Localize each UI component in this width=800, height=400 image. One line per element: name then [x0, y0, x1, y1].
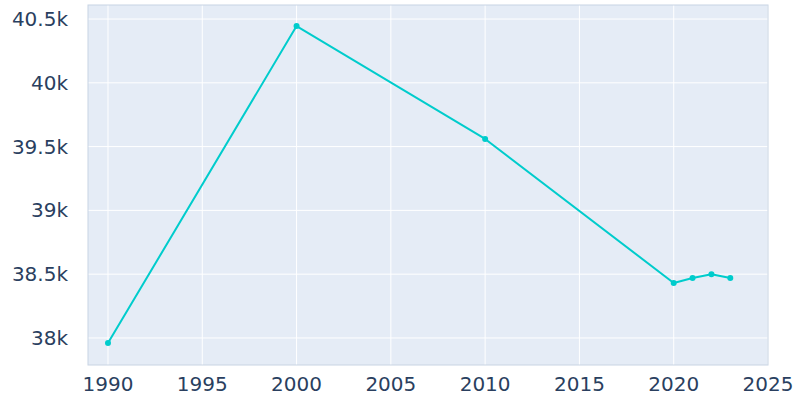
line	[108, 26, 730, 343]
point	[690, 275, 696, 281]
point	[727, 275, 733, 281]
y-grid-line	[88, 337, 768, 338]
x-tick-label: 2015	[554, 372, 605, 396]
x-tick-label: 2000	[271, 372, 322, 396]
y-grid-line	[88, 19, 768, 20]
y-tick-label: 38k	[31, 326, 68, 350]
chart: 1990 1995 2000 2005 2010 2015 2020 2025 38k 38.5k…	[0, 0, 800, 400]
x-tick-label: 2010	[460, 372, 511, 396]
series	[105, 23, 733, 346]
point	[294, 23, 300, 29]
x-grid-line	[107, 5, 108, 365]
point	[482, 136, 488, 142]
x-grid-line	[296, 5, 297, 365]
plot-frame	[88, 5, 768, 365]
point	[105, 340, 111, 346]
x-grid-line	[390, 5, 391, 365]
tick-labels: 1990 1995 2000 2005 2010 2015 2020 2025 38k 38.5k…	[12, 7, 794, 396]
y-tick-label: 40k	[31, 71, 68, 95]
y-tick-label: 40.5k	[12, 7, 69, 31]
y-grid-line	[88, 146, 768, 147]
point	[671, 280, 677, 286]
x-tick-label: 2025	[743, 372, 794, 396]
y-tick-label: 38.5k	[12, 262, 69, 286]
x-tick-label: 2005	[365, 372, 416, 396]
grid	[88, 5, 768, 365]
y-grid-line	[88, 210, 768, 211]
x-tick-label: 1995	[177, 372, 228, 396]
point	[708, 271, 714, 277]
x-tick-label: 2020	[648, 372, 699, 396]
plot-background	[88, 5, 768, 365]
y-grid-line	[88, 274, 768, 275]
x-grid-line	[673, 5, 674, 365]
x-tick-label: 1990	[83, 372, 134, 396]
y-tick-label: 39.5k	[12, 135, 69, 159]
y-grid-line	[88, 82, 768, 83]
x-grid-line	[579, 5, 580, 365]
x-grid-line	[485, 5, 486, 365]
y-tick-label: 39k	[31, 198, 68, 222]
